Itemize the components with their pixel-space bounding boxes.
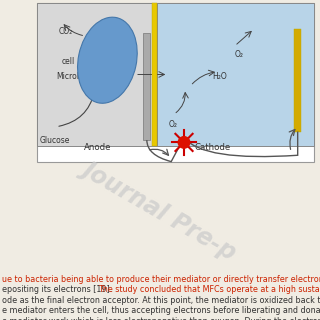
Bar [152, 3, 157, 146]
Ellipse shape [77, 17, 137, 103]
Text: e mediator enters the cell, thus accepting electrons before liberating and donat: e mediator enters the cell, thus accepti… [2, 306, 320, 315]
Text: Glucose: Glucose [40, 136, 70, 145]
Text: Journal Pre-p: Journal Pre-p [79, 156, 241, 263]
Text: O₂: O₂ [168, 120, 177, 129]
Bar [157, 3, 314, 146]
Text: H⁺: H⁺ [106, 55, 120, 65]
Bar [37, 3, 314, 162]
Text: e mediator work which is less electronegative than oxygen. During the electron t: e mediator work which is less electroneg… [2, 317, 320, 320]
Text: Cathode: Cathode [195, 143, 231, 152]
Text: epositing its electrons [19].: epositing its electrons [19]. [2, 285, 114, 294]
Text: H₂O: H₂O [212, 72, 227, 81]
Bar [294, 29, 301, 132]
Text: Microbial: Microbial [56, 72, 91, 81]
Bar [143, 33, 150, 140]
Text: The study concluded that MFCs operate at a high sustained activity b: The study concluded that MFCs operate at… [98, 285, 320, 294]
Text: ode as the final electron acceptor. At this point, the mediator is oxidized back: ode as the final electron acceptor. At t… [2, 296, 320, 305]
Circle shape [178, 137, 190, 148]
Text: O₂: O₂ [235, 50, 244, 59]
Bar [37, 3, 157, 146]
Text: Anode: Anode [84, 143, 111, 152]
Text: CO₂: CO₂ [59, 28, 73, 36]
Text: ue to bacteria being able to produce their mediator or directly transfer electro: ue to bacteria being able to produce the… [2, 275, 320, 284]
Text: cell: cell [62, 57, 75, 66]
